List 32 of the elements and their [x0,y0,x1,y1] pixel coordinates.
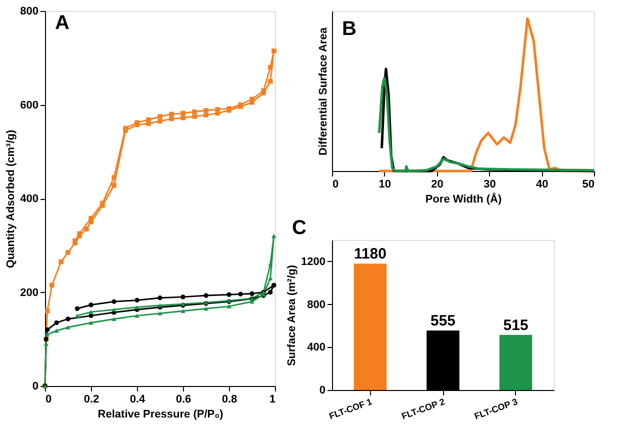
data-label: 555 [430,312,456,330]
x-tick-label: 0 [46,394,52,406]
x-tick-label: 10 [378,178,392,190]
y-tick-label: 600 [20,99,38,112]
data-label: 515 [503,316,528,334]
x-tick-label: 0.8 [222,394,238,406]
y-tick-label: 0 [32,380,38,392]
chart-title: B [342,18,356,40]
y-tick-label: 0 [319,384,326,396]
x-tick-label: 20 [431,178,444,190]
x-axis-title: Pore Width (Å) [425,192,502,206]
y-tick-label: 800 [307,298,326,311]
x-tick-label: 0.2 [84,394,100,406]
x-tick-label: 0.4 [130,394,146,406]
y-tick-label: 800 [20,6,38,18]
data-label: 1180 [354,246,386,263]
y-tick-label: 400 [307,342,326,354]
y-axis-title: Quantity Adsorbed (cm³/g) [5,130,18,268]
y-tick-label: 400 [20,193,38,205]
chart-title: A [55,12,70,34]
x-tick-label: 0 [332,178,339,190]
x-axis-title: Relative Pressure (P/P₀) [98,408,224,420]
x-tick-label: 0.6 [176,394,192,406]
x-tick-label: 30 [484,178,496,190]
x-tick-label: 50 [582,178,594,190]
y-tick-label: 200 [20,286,38,299]
y-axis-title: Surface Area (m²/g) [286,264,298,366]
y-tick-label: 1200 [301,256,326,268]
x-tick-label: 40 [536,178,548,190]
chart-title: C [292,217,306,239]
y-axis-title: Differential Surface Area [318,26,330,156]
x-tick-label: 1 [269,394,276,406]
